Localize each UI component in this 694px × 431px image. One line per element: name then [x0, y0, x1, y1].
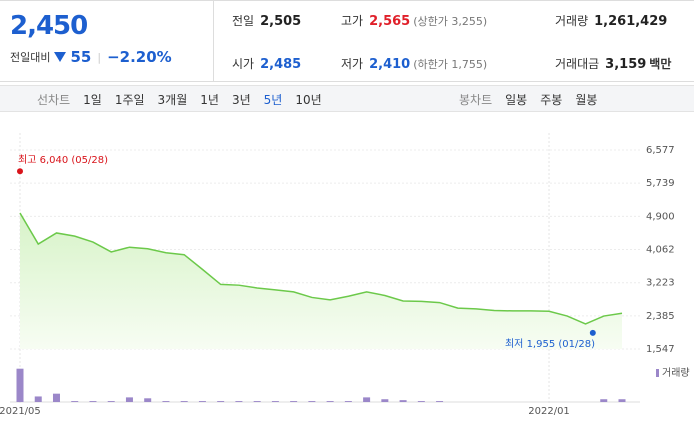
- price-box: 2,450 전일대비 55 | −2.20%: [0, 1, 214, 81]
- period-tab[interactable]: 1년: [200, 93, 219, 107]
- candle-tab[interactable]: 주봉: [540, 93, 563, 107]
- change: 전일대비 55 | −2.20%: [10, 48, 172, 66]
- extreme-label: 최고 6,040 (05/28): [18, 154, 108, 166]
- cell-label: 거래대금: [555, 57, 600, 71]
- quote-cell: 거래대금 3,159 백만: [555, 55, 671, 72]
- line-tabs: 선차트 1일 1주일 3개월 1년 3년 5년 10년: [37, 91, 322, 108]
- volume-bar: [618, 399, 626, 402]
- period-tab[interactable]: 1일: [83, 93, 102, 107]
- change-value: 55: [70, 48, 92, 66]
- change-rate: −2.20%: [107, 48, 172, 66]
- period-tab[interactable]: 10년: [295, 93, 322, 107]
- volume-bar: [125, 397, 133, 402]
- x-tick-label: 2022/01: [528, 406, 570, 417]
- volume-bar: [271, 401, 279, 402]
- chart: 6,577 5,739 4,900 4,062 3,223 2,385 1,547 2021/…: [0, 133, 690, 417]
- quote-header: 2,450 전일대비 55 | −2.20% 전일 2,505 고가 2,565 (상한…: [0, 0, 694, 82]
- price: 2,450: [10, 11, 88, 41]
- volume-bar: [198, 401, 206, 402]
- y-tick-label: 3,223: [646, 278, 675, 289]
- volume-bar: [290, 401, 298, 402]
- candle-tabs: 봉차트 일봉 주봉 월봉: [459, 91, 597, 108]
- volume-bar: [71, 401, 79, 402]
- cell-note: (하한가 1,755): [413, 58, 488, 71]
- price-line: [19, 212, 623, 325]
- y-tick-label: 4,900: [646, 211, 675, 222]
- quote-cell: 전일 2,505: [232, 12, 301, 29]
- period-tab[interactable]: 3개월: [157, 93, 188, 107]
- volume-bar: [162, 401, 170, 402]
- tab-bar: 선차트 1일 1주일 3개월 1년 3년 5년 10년 봉차트 일봉 주봉 월봉: [0, 85, 694, 112]
- cell-value: 3,159: [605, 57, 647, 72]
- quote-cell: 고가 2,565 (상한가 3,255): [341, 12, 487, 29]
- volume-bar: [399, 400, 407, 402]
- volume-bar: [34, 396, 42, 402]
- x-tick-label: 2021/05: [0, 406, 41, 417]
- cell-label: 고가: [341, 14, 364, 28]
- legend-label: 거래량: [662, 367, 690, 379]
- quote-cell: 시가 2,485: [232, 55, 301, 72]
- volume-bar: [417, 401, 425, 402]
- volume-bar: [180, 401, 188, 402]
- volume-bar: [363, 397, 371, 402]
- cell-value: 2,505: [260, 14, 302, 29]
- period-tab[interactable]: 5년: [263, 93, 283, 107]
- cell-label: 전일: [232, 14, 255, 28]
- volume-bar: [235, 401, 243, 402]
- volume-bar: [107, 401, 115, 402]
- y-tick-label: 1,547: [646, 344, 675, 355]
- price-area: [20, 212, 622, 349]
- extreme-marker: [17, 168, 23, 175]
- down-arrow: [54, 52, 67, 62]
- cell-value: 1,261,429: [594, 14, 668, 29]
- candle-tab[interactable]: 일봉: [505, 93, 528, 107]
- volume-bar: [253, 401, 261, 402]
- volume-bar: [326, 401, 334, 402]
- line-chart-label: 선차트: [37, 93, 71, 107]
- quote-cell: 저가 2,410 (하한가 1,755): [341, 55, 487, 72]
- volume-bar: [217, 401, 225, 402]
- y-tick-label: 5,739: [646, 178, 675, 189]
- cell-note: (상한가 3,255): [413, 15, 488, 28]
- cell-value: 2,485: [260, 57, 302, 72]
- extreme-label: 최저 1,955 (01/28): [505, 338, 595, 350]
- change-label: 전일대비: [10, 51, 51, 64]
- extreme-marker: [589, 329, 596, 336]
- volume-bar: [52, 393, 60, 402]
- candle-chart-label: 봉차트: [459, 93, 493, 107]
- period-tab[interactable]: 3년: [231, 93, 251, 107]
- volume-bar: [600, 399, 608, 402]
- cell-unit: 백만: [649, 57, 672, 71]
- cell-value: 2,410: [369, 57, 411, 72]
- volume-bar: [16, 368, 24, 402]
- y-tick-label: 2,385: [646, 311, 675, 322]
- volume-bar: [144, 398, 152, 402]
- candle-tab[interactable]: 월봉: [575, 93, 598, 107]
- quote-cell: 거래량 1,261,429: [555, 12, 667, 29]
- volume-bar: [344, 401, 352, 402]
- y-tick-label: 4,062: [646, 245, 675, 256]
- legend-swatch: [656, 369, 659, 377]
- cell-label: 시가: [232, 57, 255, 71]
- volume-bar: [381, 399, 389, 402]
- period-tab[interactable]: 1주일: [114, 93, 145, 107]
- cell-label: 거래량: [555, 14, 589, 28]
- volume-bar: [436, 401, 444, 402]
- volume-bar: [308, 401, 316, 402]
- cell-value: 2,565: [369, 14, 411, 29]
- cell-label: 저가: [341, 57, 364, 71]
- volume-bar: [89, 401, 97, 402]
- y-tick-label: 6,577: [646, 145, 675, 156]
